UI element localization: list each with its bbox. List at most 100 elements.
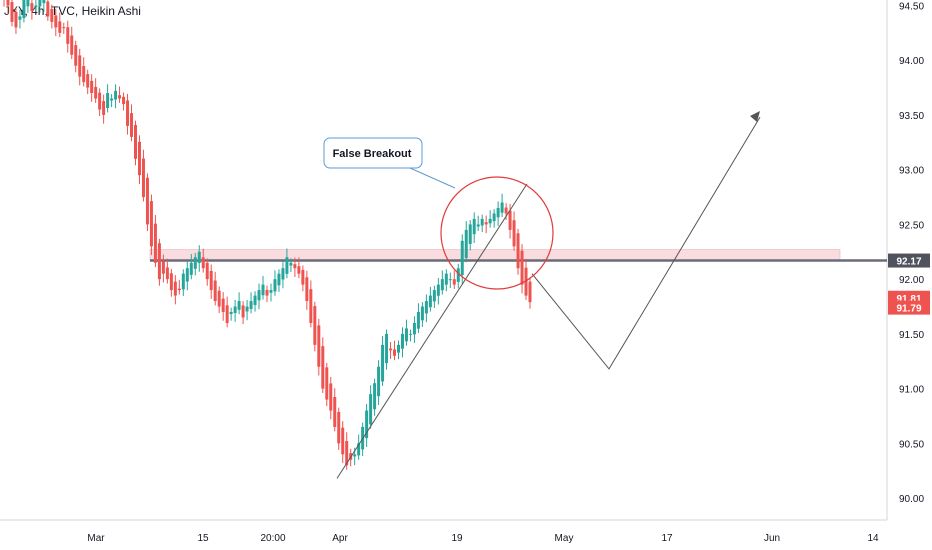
price-tag-label: 92.17: [896, 257, 921, 268]
candle-body: [404, 328, 408, 342]
candle-body: [273, 279, 277, 292]
candle-body: [381, 344, 385, 382]
candle-body: [500, 202, 504, 213]
x-tick-label: Mar: [87, 533, 105, 544]
candle-body: [78, 55, 82, 77]
candle-body: [309, 289, 313, 323]
candle-body: [229, 312, 233, 315]
callout-box: [323, 137, 423, 169]
candle-body: [408, 333, 412, 335]
candle-body: [508, 210, 512, 230]
y-tick-label: 94.50: [899, 1, 924, 12]
candle-body: [82, 66, 86, 83]
candle-body: [90, 80, 94, 94]
candle-body: [50, 8, 54, 22]
candle-body: [484, 222, 488, 225]
candle-body: [472, 218, 476, 235]
candle-body: [209, 270, 213, 291]
candle-body: [205, 262, 209, 280]
candle-body: [257, 290, 261, 301]
candle-body: [329, 383, 333, 411]
candle-body: [122, 96, 126, 104]
candle-body: [301, 269, 305, 285]
candle-body: [110, 98, 114, 101]
candle-body: [197, 251, 201, 264]
candle-body: [6, 0, 10, 6]
candle-body: [213, 280, 217, 302]
candle-body: [416, 312, 420, 329]
candle-body: [293, 264, 297, 269]
candle-body: [153, 223, 157, 263]
candle-body: [22, 0, 26, 19]
candle-body: [165, 267, 169, 280]
candle-body: [460, 240, 464, 276]
candle-body: [369, 394, 373, 425]
candle-body: [265, 289, 269, 296]
candle-body: [181, 273, 185, 290]
candle-body: [237, 301, 241, 310]
candle-body: [480, 218, 484, 226]
candle-body: [161, 261, 165, 274]
candle-body: [397, 344, 400, 353]
candle-body: [253, 295, 257, 306]
y-tick-label: 90.50: [899, 439, 924, 450]
candle-body: [201, 257, 205, 269]
candle-body: [365, 410, 369, 439]
candle-body: [141, 158, 145, 198]
x-tick-label: Apr: [332, 533, 348, 544]
candle-body: [277, 273, 281, 286]
candle-body: [217, 290, 221, 307]
candle-body: [313, 306, 317, 345]
candle-body: [86, 74, 90, 88]
candle-body: [456, 268, 460, 282]
candle-body: [66, 27, 70, 44]
candle-body: [134, 125, 137, 159]
x-tick-label: 19: [451, 533, 463, 544]
candle-body: [185, 268, 189, 282]
candle-body: [30, 3, 34, 11]
candle-body: [225, 305, 229, 323]
candle-body: [377, 366, 381, 397]
false-breakout-circle: [440, 176, 554, 290]
candle-body: [289, 262, 293, 266]
candle-body: [26, 0, 30, 7]
candle-body: [241, 305, 245, 318]
candle-body: [118, 95, 122, 99]
candle-body: [345, 440, 349, 466]
x-tick-label: 17: [661, 533, 673, 544]
y-tick-label: 93.00: [899, 166, 924, 177]
candle-body: [468, 224, 472, 244]
candle-body: [245, 306, 249, 312]
candle-body: [38, 0, 42, 7]
candle-body: [74, 45, 78, 66]
candle-body: [281, 268, 285, 280]
candle-body: [444, 273, 448, 285]
candle-body: [62, 27, 66, 29]
x-tick-label: May: [555, 533, 574, 544]
candle-body: [98, 92, 102, 110]
resistance-zone: [149, 249, 841, 261]
projection-path: [531, 116, 761, 370]
candle-body: [321, 346, 325, 389]
candle-body: [400, 333, 404, 349]
candle-body: [357, 443, 361, 456]
candle-body: [261, 284, 265, 296]
candle-body: [221, 298, 225, 312]
candle-body: [58, 21, 62, 33]
candle-body: [126, 100, 130, 126]
candle-body: [70, 35, 74, 55]
price-tag-label: 91.79: [896, 304, 921, 315]
candle-body: [504, 207, 508, 214]
y-tick-label: 91.00: [899, 385, 924, 396]
callout-label: False Breakout: [333, 148, 412, 160]
y-tick-label: 92.00: [899, 275, 924, 286]
candle-body: [432, 290, 436, 302]
candle-body: [373, 383, 377, 410]
projection-arrowhead: [750, 111, 760, 122]
candle-body: [106, 93, 110, 109]
candle-body: [476, 224, 480, 227]
candle-body: [420, 306, 424, 321]
candle-body: [337, 411, 341, 444]
y-tick-label: 93.50: [899, 111, 924, 122]
